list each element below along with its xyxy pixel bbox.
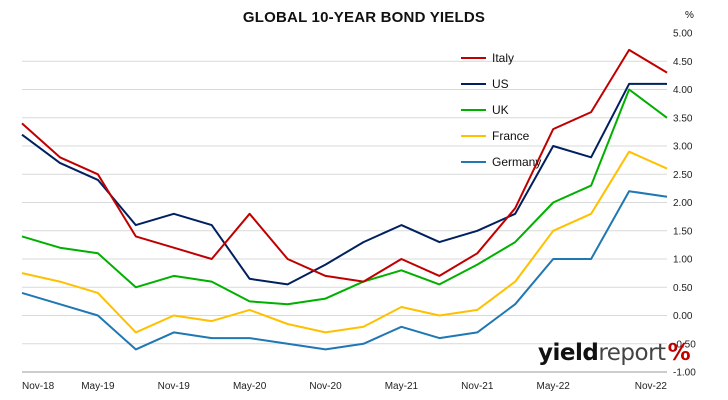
- chart-title: GLOBAL 10-YEAR BOND YIELDS: [242, 9, 486, 26]
- series-line-uk: [21, 88, 668, 306]
- series-line-italy: [21, 48, 668, 283]
- y-tick-label: 1.50: [673, 226, 693, 237]
- y-tick-label: 3.00: [673, 142, 693, 153]
- x-tick-label: May-20: [233, 381, 267, 392]
- x-tick-label: Nov-19: [158, 381, 191, 392]
- series-line-germany: [21, 190, 668, 351]
- y-tick-label: 0.50: [673, 283, 693, 294]
- legend-label: Germany: [492, 155, 541, 169]
- series-line-france: [21, 150, 668, 334]
- y-tick-label: 0.00: [673, 311, 693, 322]
- series-line-us: [21, 82, 667, 286]
- y-axis-ticks: 5.00 4.50 4.00 3.50 3.00 2.50 2.00 1.50 1.00 0.50…: [673, 29, 696, 379]
- x-axis-ticks: Nov-18 May-19 Nov-19 May-20 Nov-20 May-21 Nov-…: [22, 381, 667, 392]
- x-tick-label: Nov-21: [461, 381, 494, 392]
- x-tick-label: May-21: [385, 381, 419, 392]
- y-tick-label: -0.50: [673, 339, 696, 350]
- legend-label: US: [492, 77, 509, 91]
- x-tick-label: Nov-22: [635, 381, 668, 392]
- y-tick-label: 4.00: [673, 85, 693, 96]
- y-tick-label: 2.00: [673, 198, 693, 209]
- legend-label: France: [492, 129, 530, 143]
- x-tick-label: Nov-18: [22, 381, 55, 392]
- y-tick-label: 3.50: [673, 113, 693, 124]
- legend: Italy US UK France Germany: [461, 51, 541, 169]
- y-tick-label: -1.00: [673, 368, 696, 379]
- grid-lines: [22, 60, 667, 345]
- x-tick-label: May-19: [81, 381, 115, 392]
- x-tick-label: May-22: [536, 381, 570, 392]
- yieldreport-logo: yieldreport%: [538, 340, 691, 366]
- series-lines: [21, 48, 668, 351]
- y-tick-label: 4.50: [673, 57, 693, 68]
- x-tick-label: Nov-20: [309, 381, 342, 392]
- y-axis-unit: %: [685, 10, 694, 21]
- legend-label: UK: [492, 103, 509, 117]
- y-tick-label: 5.00: [673, 29, 693, 40]
- legend-label: Italy: [492, 51, 514, 65]
- y-tick-label: 2.50: [673, 170, 693, 181]
- y-tick-label: 1.00: [673, 255, 693, 266]
